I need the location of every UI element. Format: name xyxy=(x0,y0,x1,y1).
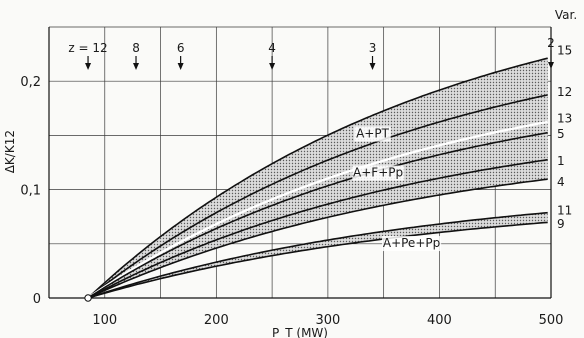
marker-arrowhead xyxy=(369,63,376,70)
series-curve xyxy=(87,178,548,299)
series-curves xyxy=(87,57,548,299)
band-fill xyxy=(88,58,548,299)
series-label: 13 xyxy=(557,111,572,125)
var-corner-label: Var. xyxy=(555,8,577,22)
band-label-bg xyxy=(354,126,391,142)
series-curve xyxy=(87,158,548,299)
series-curve xyxy=(87,211,548,299)
band-label-bg xyxy=(352,165,404,181)
series-label: 15 xyxy=(557,43,572,57)
series-curve xyxy=(87,94,548,299)
x-tick-label: 500 xyxy=(539,313,564,328)
axes xyxy=(48,27,552,302)
y-axis-label: ΔK/K12 xyxy=(3,130,17,173)
band-fill xyxy=(88,132,548,298)
y-tick-label: 0,1 xyxy=(20,184,41,199)
marker-arrowhead xyxy=(269,63,276,70)
series-curve xyxy=(87,131,548,299)
marker-label: 2 xyxy=(547,36,555,50)
series-label: 11 xyxy=(557,203,572,217)
band-label: A+PT xyxy=(356,127,390,141)
marker-label: z = 12 xyxy=(68,41,107,55)
series-label: 1 xyxy=(557,154,565,168)
x-axis-label: P_T (MW) xyxy=(272,326,328,338)
x-tick-label: 300 xyxy=(315,313,340,328)
marker-label: 4 xyxy=(268,41,276,55)
marker-label: 6 xyxy=(177,41,185,55)
x-tick-label: 100 xyxy=(92,313,117,328)
band-fill xyxy=(88,212,548,298)
series-label: 9 xyxy=(557,217,565,231)
series-curve xyxy=(87,221,548,299)
series-label: 4 xyxy=(557,175,565,189)
y-tick-label: 0 xyxy=(33,292,41,307)
band-fills xyxy=(88,58,548,299)
marker-arrowhead xyxy=(85,63,92,70)
marker-arrowhead xyxy=(177,63,184,70)
y-tick-label: 0,2 xyxy=(20,75,41,90)
series-curve xyxy=(87,120,548,299)
marker-arrowhead xyxy=(133,63,140,70)
band-label: A+Pe+Pp xyxy=(383,236,440,250)
x-tick-label: 200 xyxy=(204,313,229,328)
series-label: 12 xyxy=(557,85,572,99)
origin-point xyxy=(84,294,92,302)
band-label: A+F+Pp xyxy=(353,166,403,180)
chart-text: 100 200 300 400 500 0 0,1 0,2 P_T (MW) ΔK/K12 Var.… xyxy=(3,8,577,338)
series-label: 5 xyxy=(557,127,565,141)
x-tick-label: 400 xyxy=(427,313,452,328)
series-curve xyxy=(87,57,548,299)
marker-label: 8 xyxy=(132,41,140,55)
band-label-bg xyxy=(381,236,442,252)
marker-label: 3 xyxy=(369,41,377,55)
marker-arrowhead xyxy=(548,62,554,69)
